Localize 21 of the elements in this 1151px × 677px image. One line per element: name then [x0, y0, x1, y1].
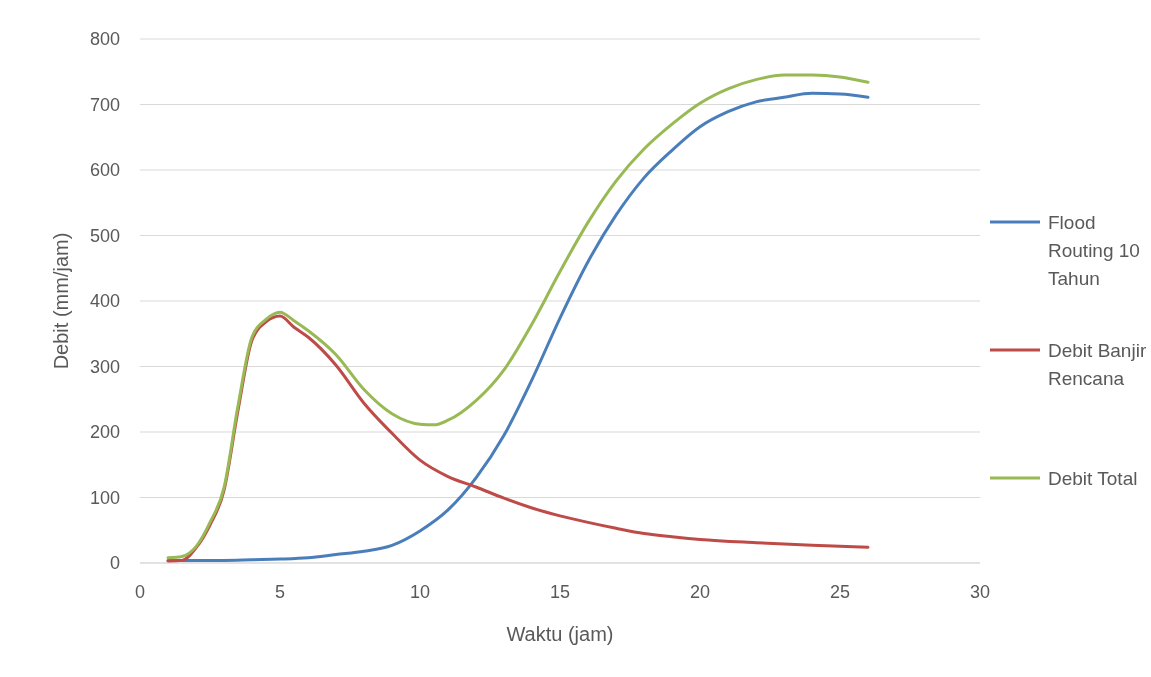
y-tick-label: 200: [89, 422, 120, 443]
y-tick-label: 100: [89, 487, 120, 508]
y-tick-label: 300: [89, 356, 120, 377]
y-tick-label: 600: [89, 160, 120, 181]
y-tick-label: 400: [89, 291, 120, 312]
x-tick-label: 30: [969, 582, 991, 602]
y-axis-title: Debit (mm/jam): [50, 232, 72, 370]
x-tick-label: 20: [689, 582, 711, 602]
y-tick-label: 800: [89, 29, 120, 50]
x-axis-title: Waktu (jam): [506, 623, 614, 645]
x-tick-label: 5: [274, 582, 286, 602]
x-tick-label: 25: [829, 582, 851, 602]
y-tick-label: 700: [89, 94, 120, 115]
x-tick-label: 0: [134, 582, 146, 602]
x-tick-label: 15: [549, 582, 571, 602]
y-tick-label: 0: [109, 553, 120, 574]
y-tick-label: 500: [89, 225, 120, 246]
legend-label: Flood Routing 10 Tahun: [1048, 211, 1140, 289]
legend-label: Debit Banjir Rencana: [1048, 339, 1147, 389]
legend-label: Debit Total: [1048, 467, 1138, 489]
x-tick-label: 10: [409, 582, 431, 602]
